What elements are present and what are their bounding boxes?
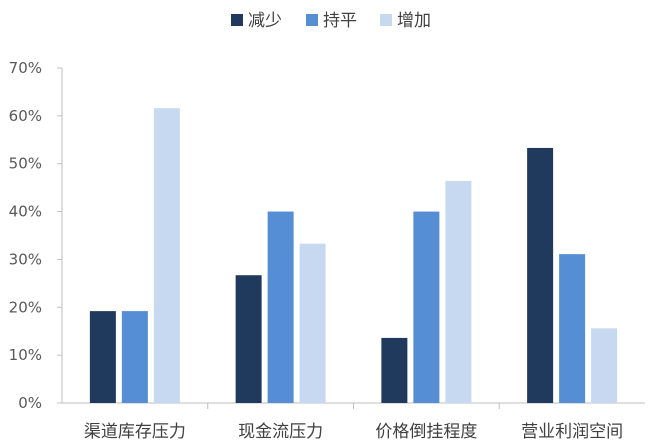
- bar: [153, 108, 180, 403]
- y-tick-label: 50%: [9, 155, 42, 173]
- category-label: 渠道库存压力: [84, 422, 186, 442]
- bar: [299, 243, 326, 403]
- bar: [381, 337, 408, 403]
- legend-swatch-decrease: [231, 14, 243, 26]
- bar: [591, 328, 618, 403]
- category-labels: 渠道库存压力 现金流压力 价格倒挂程度 营业利润空间: [84, 422, 623, 442]
- bar: [267, 211, 294, 403]
- y-tick-label: 30%: [9, 250, 42, 268]
- category-label: 营业利润空间: [521, 422, 623, 442]
- legend-swatch-increase: [380, 14, 392, 26]
- legend-label-decrease: 减少: [248, 11, 282, 31]
- y-tick-label: 40%: [9, 203, 42, 221]
- bar: [559, 254, 586, 403]
- legend-label-flat: 持平: [323, 11, 357, 31]
- bar: [121, 311, 148, 403]
- category-label: 现金流压力: [238, 422, 323, 442]
- bar: [445, 180, 472, 403]
- y-tick-label: 60%: [9, 107, 42, 125]
- y-tick-label: 70%: [9, 59, 42, 77]
- bar: [527, 147, 554, 403]
- bar: [235, 275, 262, 403]
- bars: [89, 108, 618, 403]
- y-tick-label: 20%: [9, 298, 42, 316]
- y-tick-label: 0%: [18, 394, 42, 412]
- bar: [413, 211, 440, 403]
- bar: [89, 311, 116, 403]
- y-tick-label: 10%: [9, 346, 42, 364]
- category-label: 价格倒挂程度: [375, 422, 477, 442]
- legend-label-increase: 增加: [397, 11, 431, 31]
- legend-swatch-flat: [306, 14, 318, 26]
- legend: 减少 持平 增加: [231, 11, 431, 31]
